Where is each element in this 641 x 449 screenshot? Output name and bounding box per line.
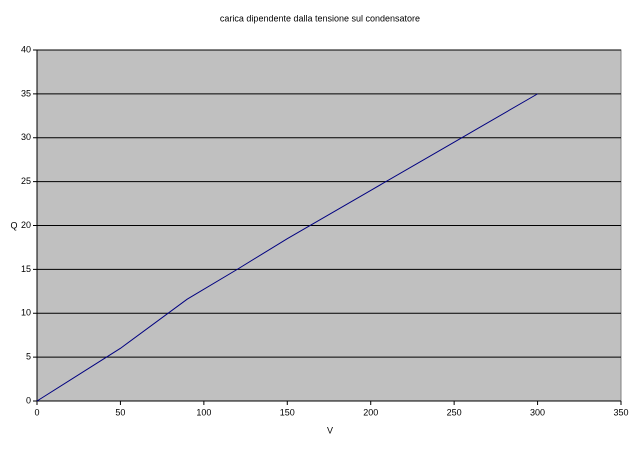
y-tick-label: 40 bbox=[21, 44, 31, 54]
x-tick-label: 100 bbox=[196, 407, 211, 417]
x-tick-label: 0 bbox=[34, 407, 39, 417]
x-tick-label: 150 bbox=[280, 407, 295, 417]
x-tick-label: 350 bbox=[613, 407, 628, 417]
y-tick-label: 35 bbox=[21, 88, 31, 98]
x-tick-label: 50 bbox=[115, 407, 125, 417]
y-tick-label: 25 bbox=[21, 176, 31, 186]
data-line bbox=[36, 93, 538, 402]
chart-title: carica dipendente dalla tensione sul con… bbox=[220, 13, 420, 23]
x-tick-label: 200 bbox=[363, 407, 378, 417]
y-tick-label: 10 bbox=[21, 308, 31, 318]
y-tick-label: 5 bbox=[26, 352, 31, 362]
y-tick-label: 30 bbox=[21, 132, 31, 142]
x-axis-label: V bbox=[327, 425, 333, 435]
x-tick-label: 250 bbox=[447, 407, 462, 417]
y-axis-label: Q bbox=[10, 220, 17, 230]
y-tick-label: 0 bbox=[26, 395, 31, 405]
x-tick-label: 300 bbox=[530, 407, 545, 417]
y-tick-label: 20 bbox=[21, 220, 31, 230]
y-tick-label: 15 bbox=[21, 264, 31, 274]
